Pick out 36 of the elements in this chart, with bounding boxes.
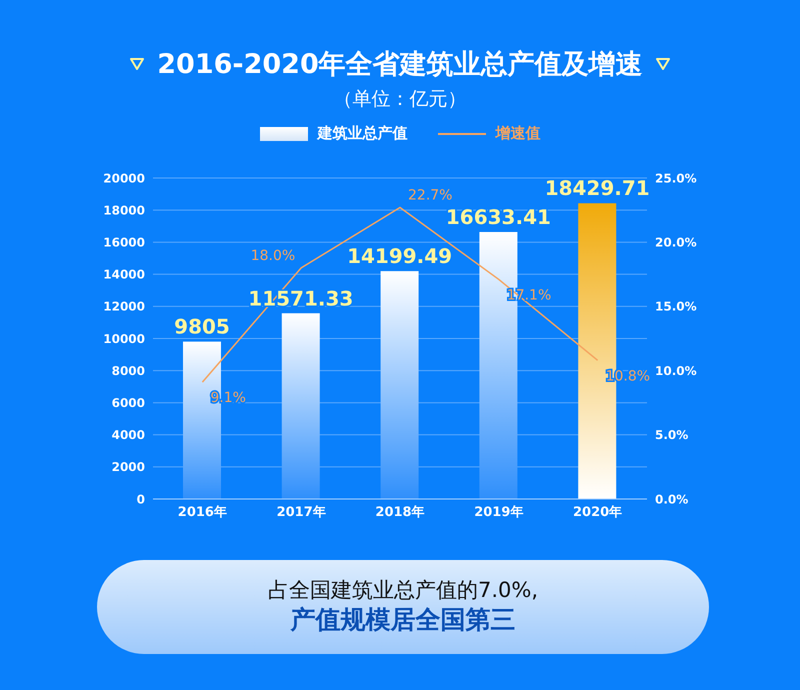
y-tick-label: 12000 [103, 300, 145, 314]
y2-tick-label: 5.0% [655, 428, 688, 442]
data-label: 18429.71 [544, 176, 650, 200]
data-label: 22.7% [408, 188, 452, 204]
y-tick-label: 6000 [112, 396, 145, 410]
x-tick-label: 2018年 [375, 505, 425, 520]
y2-tick-label: 25.0% [655, 171, 697, 186]
chart-title: 2016-2020年全省建筑业总产值及增速 [157, 48, 643, 82]
text: 占全国建筑业总产值的7.0%, [268, 577, 538, 604]
x-tick-label: 2020年 [573, 505, 622, 520]
bar [380, 271, 419, 499]
data-label: 9805 [174, 314, 230, 339]
data-label: 18.0% [250, 248, 296, 264]
y2-tick-label: 0.0% [655, 492, 688, 506]
y-tick-label: 2000 [112, 460, 145, 474]
y2-tick-label: 20.0% [655, 235, 697, 250]
y-tick-label: 10000 [103, 332, 145, 346]
x-tick-label: 2019年 [474, 505, 524, 520]
data-label: 14199.49 [347, 244, 452, 268]
legend-label: 建筑业总产值 [318, 124, 408, 143]
y-tick-label: 16000 [103, 235, 145, 250]
x-tick-label: 2016年 [178, 505, 227, 520]
chart-subtitle: （单位：亿元） [332, 87, 468, 112]
y-tick-label: 18000 [103, 203, 145, 218]
y-tick-label: 14000 [103, 268, 145, 282]
text: 产值规模居全国第三 [290, 604, 516, 636]
y-tick-label: 0 [136, 492, 145, 506]
data-label: 16633.41 [446, 205, 551, 230]
y-tick-label: 20000 [103, 171, 145, 186]
legend-label: 增速值 [496, 124, 540, 143]
y2-tick-label: 10.0% [655, 364, 697, 378]
bar [282, 313, 320, 499]
y2-tick-label: 15.0% [655, 300, 697, 314]
x-tick-label: 2017年 [276, 505, 326, 520]
y-tick-label: 4000 [112, 428, 145, 442]
y-tick-label: 8000 [112, 364, 145, 378]
